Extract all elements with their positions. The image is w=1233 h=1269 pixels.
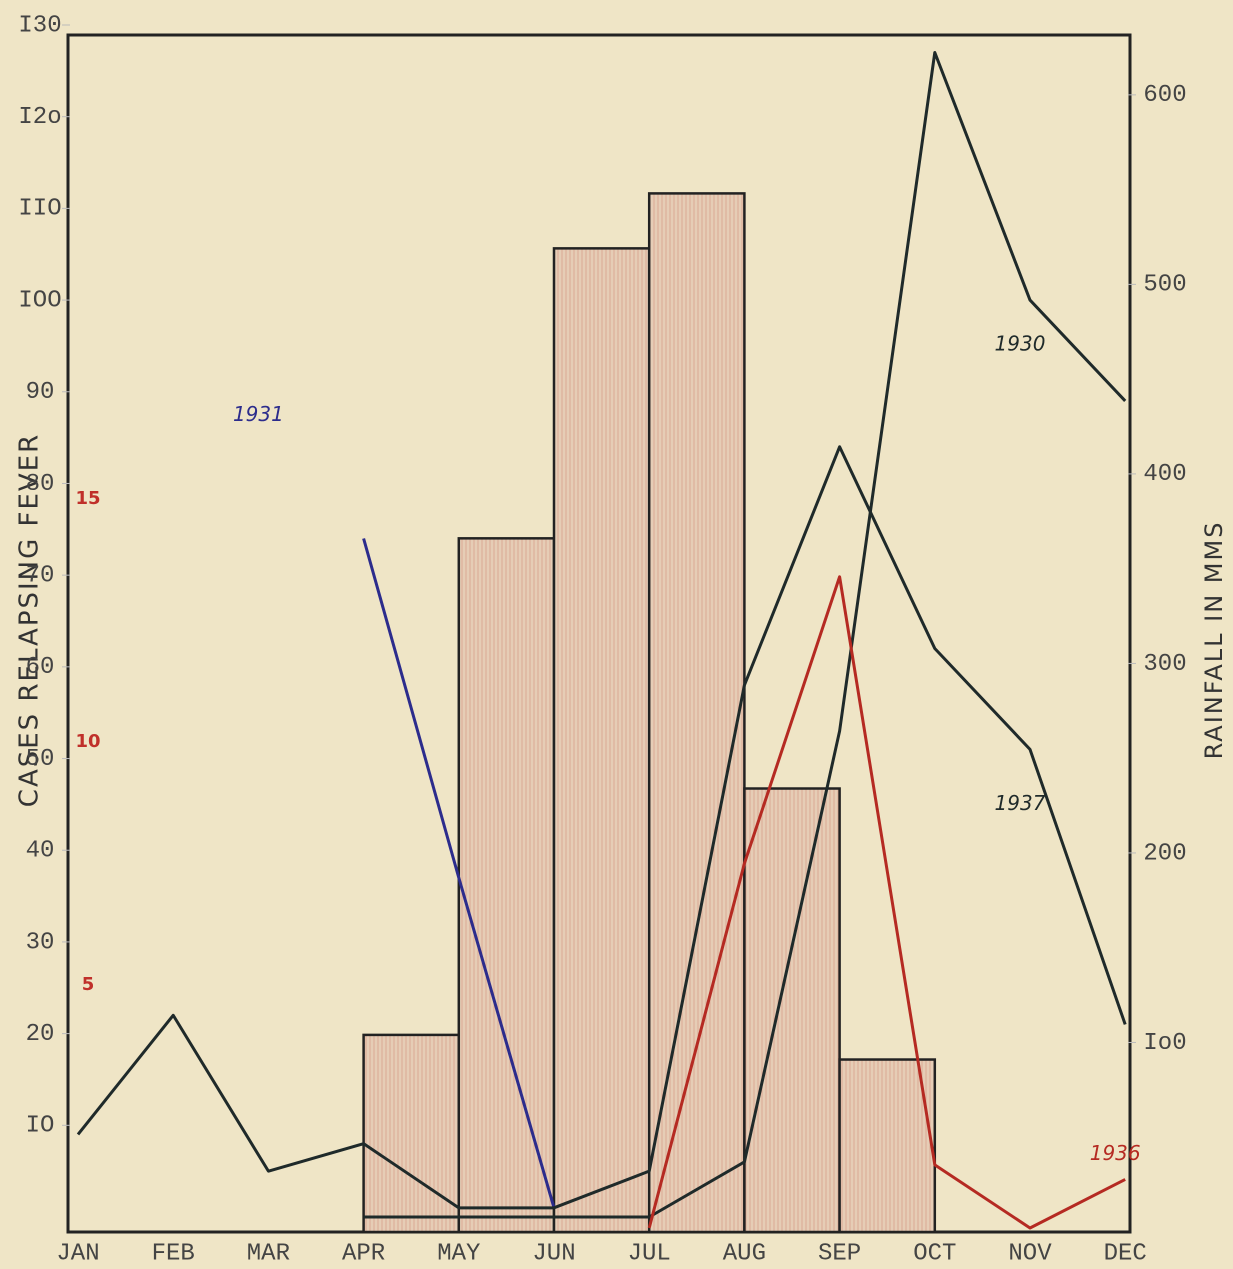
- x-tick-label: MAR: [247, 1240, 290, 1267]
- x-tick-label: AUG: [723, 1240, 766, 1267]
- y2-tick-label: 200: [1143, 840, 1186, 867]
- series-label: 1930: [995, 332, 1046, 356]
- chart: CASES RELAPSING FEVER RAINFALL IN MMS IO…: [0, 0, 1233, 1269]
- rainfall-bar: [649, 193, 744, 1232]
- y2-tick-label: 300: [1143, 651, 1186, 678]
- y-tick-label: 20: [26, 1021, 55, 1048]
- series-label: 1936: [1090, 1141, 1141, 1165]
- x-tick-label: DEC: [1104, 1240, 1147, 1267]
- y-tick-label: 60: [26, 654, 55, 681]
- x-tick-label: APR: [342, 1240, 385, 1267]
- rainfall-bar: [364, 1035, 459, 1232]
- y-tick-label: 30: [26, 929, 55, 956]
- y-tick-label: IOO: [18, 287, 61, 314]
- y-tick-label: 90: [26, 379, 55, 406]
- y3-tick-label: 15: [75, 488, 100, 509]
- x-tick-label: JUN: [532, 1240, 575, 1267]
- y-tick-label: I30: [18, 12, 61, 39]
- y2-tick-label: 600: [1143, 82, 1186, 109]
- x-tick-label: NOV: [1008, 1240, 1052, 1267]
- x-tick-label: SEP: [818, 1240, 861, 1267]
- page: {"chart_data": {"type": "line", "y_label…: [0, 0, 1233, 1269]
- x-tick-label: OCT: [913, 1240, 956, 1267]
- y-tick-label: 80: [26, 471, 55, 498]
- rainfall-bar: [744, 789, 839, 1232]
- y2-axis-label: RAINFALL IN MMS: [1200, 521, 1228, 760]
- x-tick-label: MAY: [437, 1240, 480, 1267]
- y-tick-label: IIO: [18, 196, 61, 223]
- x-tick-label: JUL: [628, 1240, 671, 1267]
- y-tick-label: 70: [26, 562, 55, 589]
- y2-tick-label: 500: [1143, 272, 1186, 299]
- x-tick-label: JAN: [56, 1240, 99, 1267]
- y2-tick-label: 400: [1143, 461, 1186, 488]
- rainfall-bar: [554, 248, 649, 1232]
- x-tick-label: FEB: [152, 1240, 195, 1267]
- y3-tick-label: 5: [82, 974, 95, 995]
- y3-tick-label: 10: [75, 731, 100, 752]
- y-tick-label: I2o: [18, 104, 61, 131]
- y-tick-label: IO: [26, 1113, 55, 1140]
- series-label: 1937: [995, 791, 1046, 815]
- rainfall-bar: [459, 538, 554, 1232]
- y2-tick-label: Io0: [1143, 1030, 1186, 1057]
- y-tick-label: 40: [26, 838, 55, 865]
- y-tick-label: 50: [26, 746, 55, 773]
- series-label: 1931: [233, 402, 284, 426]
